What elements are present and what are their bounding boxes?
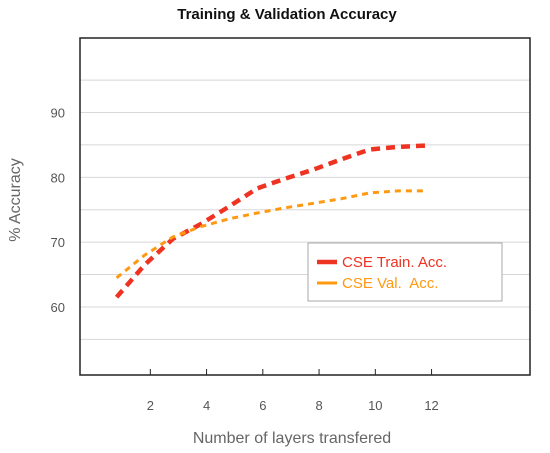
y-tick-label-90: 90: [51, 106, 65, 121]
y-axis-label: % Accuracy: [7, 158, 24, 242]
x-axis-label: Number of layers transfered: [193, 430, 391, 447]
legend-label-train: CSE Train. Acc.: [342, 254, 447, 271]
legend-label-val: CSE Val. Acc.: [342, 275, 438, 292]
grid: [80, 79, 530, 340]
x-axis-ticks: 2 4 6 8 10 12: [147, 369, 439, 413]
chart-title: Training & Validation Accuracy: [177, 6, 397, 23]
series-line-train: [114, 143, 427, 299]
legend: CSE Train. Acc. CSE Val. Acc.: [307, 242, 503, 302]
x-tick-label-10: 10: [368, 398, 382, 413]
legend-box: [307, 242, 503, 302]
y-tick-label-70: 70: [51, 235, 65, 250]
x-tick-label-12: 12: [424, 398, 438, 413]
plot-frame: [79, 37, 531, 376]
y-tick-label-60: 60: [51, 300, 65, 315]
x-tick-label-2: 2: [147, 398, 154, 413]
x-tick-label-4: 4: [203, 398, 210, 413]
y-axis-ticks: 60 70 80 90: [51, 106, 65, 315]
x-tick-label-6: 6: [259, 398, 266, 413]
series-lines: [114, 143, 427, 299]
series-line-val: [115, 189, 426, 279]
x-tick-label-8: 8: [315, 398, 322, 413]
y-tick-label-80: 80: [51, 170, 65, 185]
